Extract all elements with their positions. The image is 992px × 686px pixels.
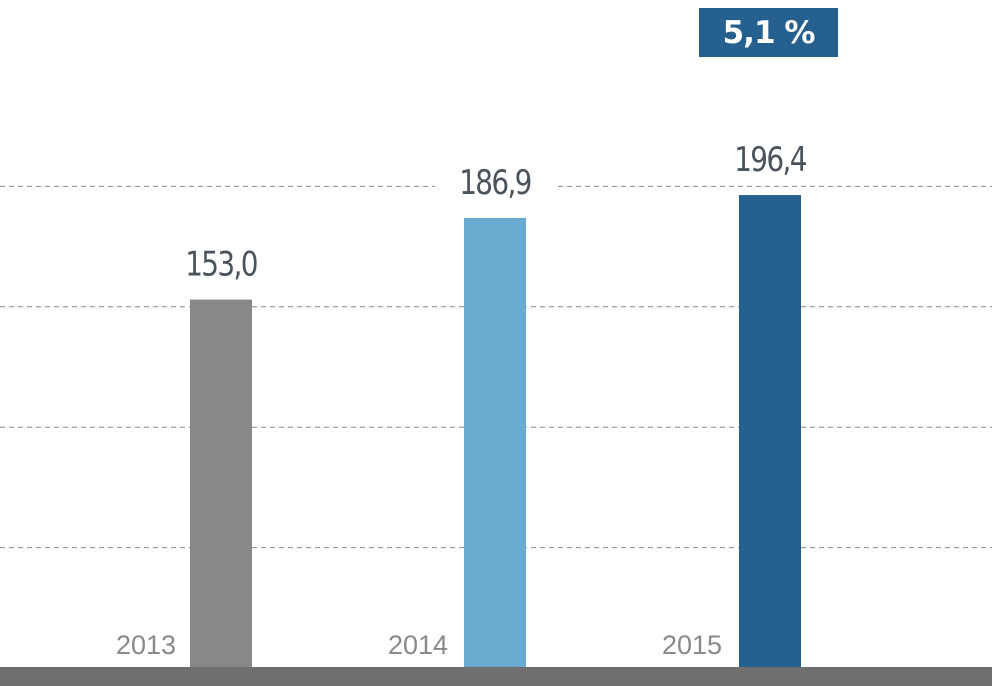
- category-ticks: 2013 2014 2015: [116, 630, 722, 660]
- value-label-backdrop: [435, 155, 555, 200]
- bar-2014: [464, 217, 526, 668]
- bar-2015: [739, 195, 801, 669]
- growth-badge-label: 5,1 %: [722, 14, 816, 51]
- bar-2013: [190, 299, 252, 668]
- value-labels: 153,0 186,9 196,4: [161, 133, 830, 284]
- bars: [190, 195, 801, 669]
- x-tick-label: 2014: [388, 630, 448, 660]
- value-label-backdrop: [710, 133, 830, 178]
- value-label: 153,0: [185, 245, 257, 284]
- value-label: 186,9: [459, 163, 531, 202]
- x-axis-baseline: [0, 667, 992, 686]
- x-tick-label: 2015: [662, 630, 722, 660]
- value-label-backdrop: [161, 237, 281, 282]
- value-label: 196,4: [734, 140, 807, 179]
- x-tick-label: 2013: [116, 630, 176, 660]
- growth-badge: 5,1 %: [699, 8, 838, 57]
